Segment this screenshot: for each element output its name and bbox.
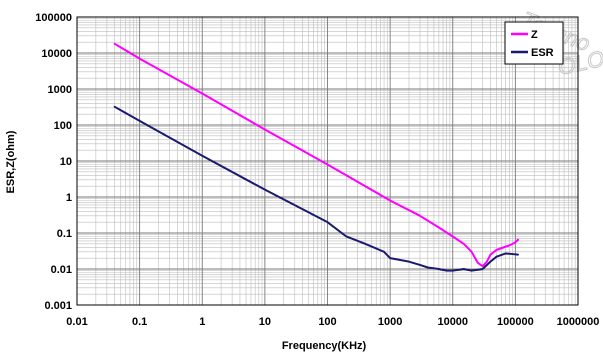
major-gridlines — [76, 16, 579, 306]
legend: Z ESR — [504, 21, 564, 65]
x-tick-label: 0.1 — [132, 316, 147, 328]
y-tick-label: 1 — [66, 192, 72, 204]
plot-frame — [76, 16, 579, 306]
x-tick-label: 1 — [199, 316, 205, 328]
series-line-z — [113, 42, 519, 268]
legend-label-z: Z — [531, 29, 538, 41]
y-tick-label: 10000 — [41, 48, 72, 60]
x-tick-label: 1000 — [378, 316, 402, 328]
x-tick-label: 10000 — [437, 316, 468, 328]
y-tick-label: 10 — [60, 156, 72, 168]
x-tick-label: 100 — [318, 316, 336, 328]
series-line-esr — [113, 105, 519, 272]
x-axis-label: Frequency(KHz) — [282, 340, 367, 352]
y-tick-label: 0.001 — [44, 300, 72, 312]
y-axis-label: ESR,Z(ohm) — [5, 130, 17, 193]
x-tick-label: 100000 — [497, 316, 534, 328]
y-tick-label: 0.1 — [57, 228, 72, 240]
legend-box — [504, 21, 564, 65]
y-tick-label: 1000 — [48, 84, 72, 96]
y-tick-label: 100 — [54, 120, 72, 132]
series-layer — [113, 42, 519, 272]
x-tick-label: 0.01 — [66, 316, 87, 328]
legend-label-esr: ESR — [531, 47, 554, 59]
x-tick-label: 10 — [259, 316, 271, 328]
x-axis-tick-labels: 0.01 0.1 1 10 100 1000 10000 100000 1000000 — [66, 316, 599, 328]
y-tick-label: 100000 — [35, 12, 72, 24]
y-tick-label: 0.01 — [51, 264, 72, 276]
x-tick-label: 1000000 — [557, 316, 600, 328]
y-axis-tick-labels: 0.001 0.01 0.1 1 10 100 1000 10000 100000 — [35, 12, 72, 312]
